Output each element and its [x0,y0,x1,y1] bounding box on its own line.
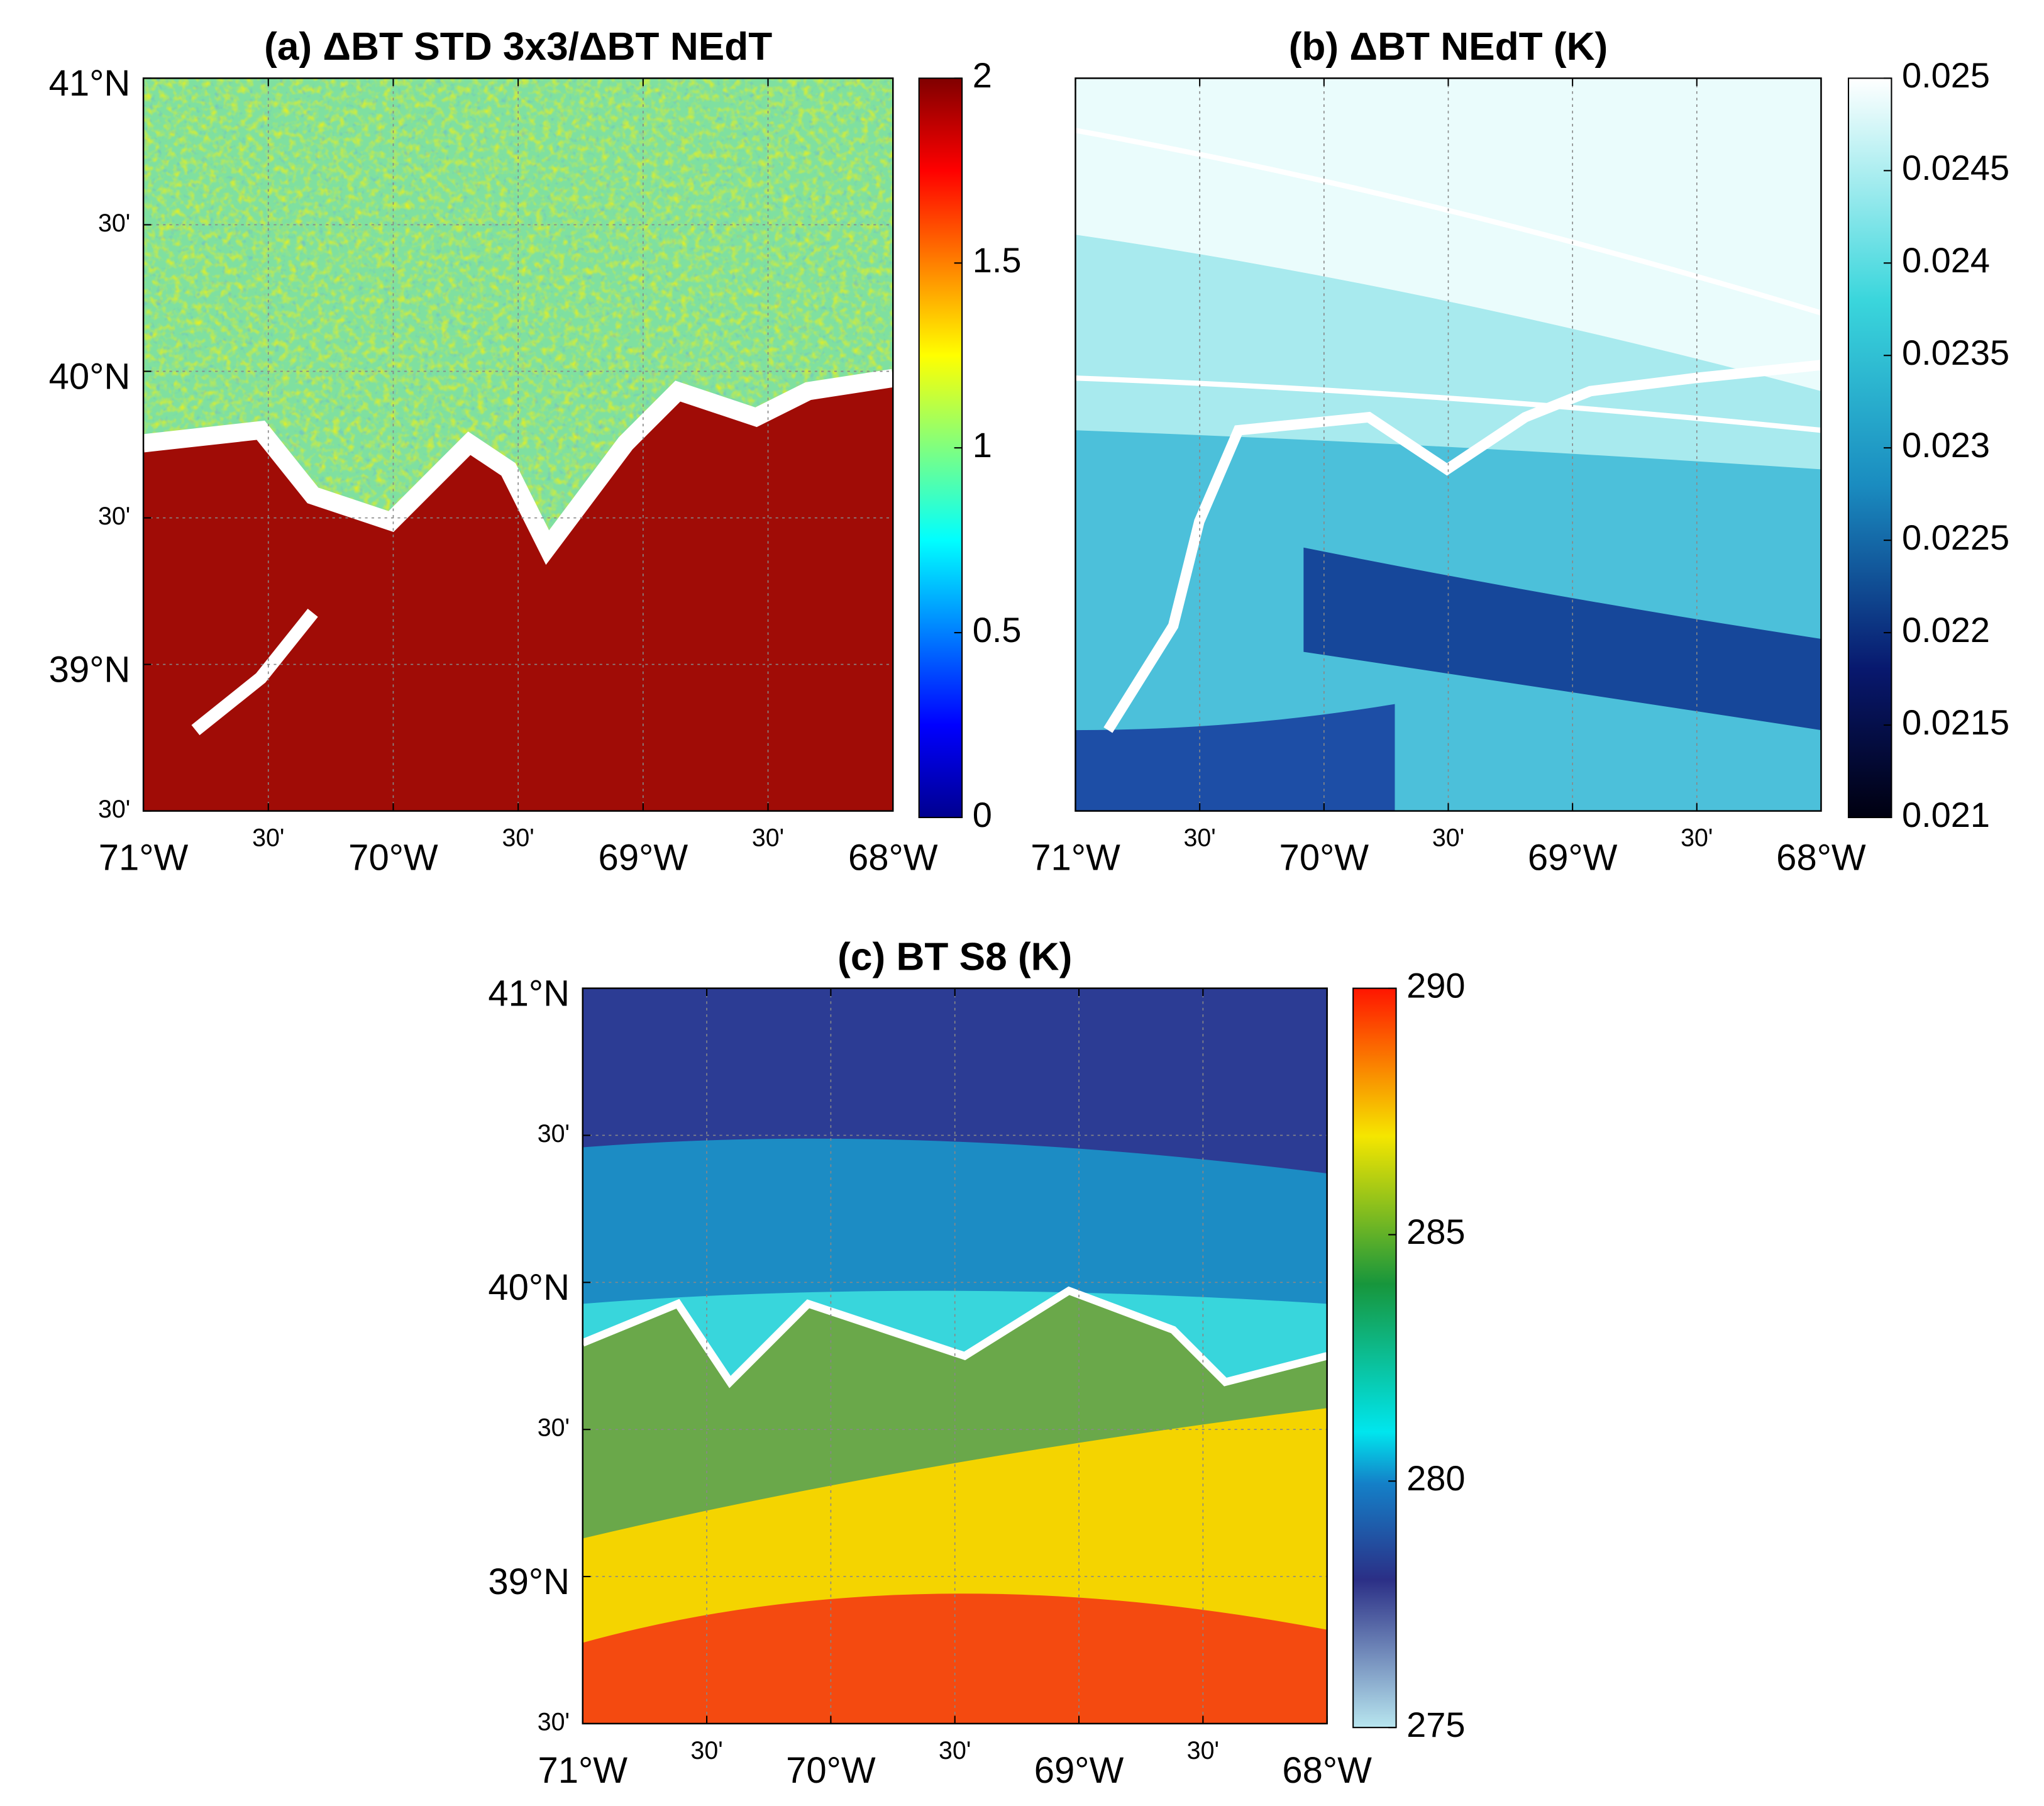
lon-tick-label: 30' [252,824,284,852]
lon-tick-label: 68°W [1776,838,1866,878]
lon-tick-label: 68°W [1282,1750,1372,1791]
panel-title: (c) BT S8 (K) [837,935,1072,978]
lon-tick-label: 30' [1432,824,1464,852]
colorbar-tick-label: 0.0235 [1902,333,2009,372]
lat-tick-label: 30' [98,795,130,823]
colorbar-tick-label: 0.022 [1902,610,1990,650]
colorbar-tick-label: 0.024 [1902,240,1990,280]
lat-tick-label: 40°N [488,1267,570,1308]
map-frame [582,987,1328,1725]
lon-tick-label: 69°W [1034,1750,1124,1791]
lon-tick-label: 30' [1184,824,1216,852]
panel-title: (a) ΔBT STD 3x3/ΔBT NEdT [264,25,772,69]
lon-tick-label: 30' [752,824,784,852]
lat-tick-label: 30' [98,502,130,530]
map-frame [142,77,894,812]
lat-tick-label: 40°N [49,356,131,397]
colorbar-tick-label: 0.0225 [1902,518,2009,557]
colorbar [1352,987,1397,1729]
lat-tick-label: 41°N [488,973,570,1014]
colorbar-tick-label: 1.5 [973,240,1022,280]
colorbar-tick-label: 0.025 [1902,55,1990,95]
panel-title: (b) ΔBT NEdT (K) [1289,25,1608,69]
lon-tick-label: 30' [502,824,534,852]
colorbar-tick-label: 290 [1406,965,1465,1005]
map-frame [1074,77,1822,812]
lon-tick-label: 70°W [348,838,438,878]
lat-tick-label: 39°N [49,649,131,690]
lon-tick-label: 71°W [538,1750,627,1791]
colorbar-tick-label: 0.0215 [1902,702,2009,742]
colorbar-tick-label: 0 [973,795,992,834]
colorbar-tick-label: 285 [1406,1212,1465,1251]
lon-tick-label: 71°W [99,838,189,878]
lat-tick-label: 39°N [488,1561,570,1602]
colorbar-tick-label: 280 [1406,1458,1465,1498]
lat-tick-label: 30' [538,1414,570,1442]
lon-tick-label: 70°W [786,1750,876,1791]
lon-tick-label: 30' [1681,824,1713,852]
colorbar-tick-label: 2 [973,55,992,95]
lon-tick-label: 68°W [848,838,938,878]
colorbar-tick-label: 0.023 [1902,425,1990,465]
lon-tick-label: 30' [690,1737,722,1764]
colorbar-tick-label: 1 [973,425,992,465]
colorbar-tick-label: 0.0245 [1902,148,2009,187]
lon-tick-label: 70°W [1279,838,1369,878]
colorbar-tick-label: 275 [1406,1705,1465,1744]
lat-tick-label: 30' [538,1120,570,1148]
lon-tick-label: 30' [939,1737,971,1764]
lon-tick-label: 69°W [599,838,688,878]
lon-tick-label: 30' [1187,1737,1219,1764]
lon-tick-label: 69°W [1528,838,1618,878]
lat-tick-label: 30' [98,209,130,237]
lat-tick-label: 30' [538,1708,570,1736]
colorbar-tick-label: 0.021 [1902,795,1990,834]
lat-tick-label: 41°N [49,63,131,104]
colorbar-tick-label: 0.5 [973,610,1022,650]
lon-tick-label: 71°W [1030,838,1120,878]
